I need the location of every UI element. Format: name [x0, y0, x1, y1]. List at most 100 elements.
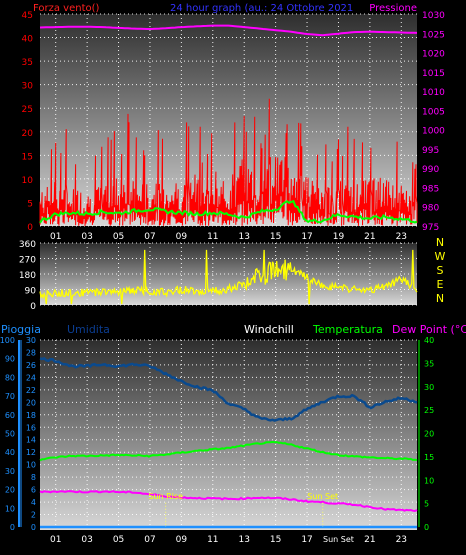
hour-tick-label: 11 — [207, 232, 218, 242]
compass-label: N — [436, 236, 444, 249]
hour-tick-label: 03 — [81, 232, 92, 242]
wind-tick-label: 15 — [22, 152, 33, 162]
humidity-tick-label: 8 — [31, 473, 36, 482]
hour-tick-label: 13 — [238, 232, 249, 242]
pressure-axis-title: Pressione — [369, 3, 417, 14]
hour-tick-label: 07 — [144, 232, 155, 242]
wind-direction-series — [39, 249, 418, 305]
humidity-tick-label: 12 — [26, 448, 36, 457]
wind-tick-label: 10 — [22, 176, 34, 186]
direction-tick-label: 180 — [19, 271, 36, 281]
rain-tick-label: 20 — [5, 486, 15, 495]
chart-title: 24 hour graph (au.: 24 Ottobre 2021 — [170, 3, 353, 14]
hour-tick-label: 09 — [176, 232, 188, 242]
sun-marker-label: Sun Rise — [148, 492, 183, 501]
wind-tick-label: 0 — [27, 223, 33, 233]
compass-label: W — [435, 250, 446, 263]
hour-tick-label: 15 — [270, 232, 281, 242]
humidity-tick-label: 22 — [26, 386, 36, 395]
rain-tick-label: 0 — [10, 523, 15, 532]
temperature-tick-label: 5 — [424, 500, 429, 509]
temperature-tick-label: 35 — [424, 359, 434, 368]
hour-tick-label: 11 — [207, 535, 218, 545]
hour-tick-label: 19 — [333, 232, 345, 242]
humidity-tick-label: 16 — [26, 423, 36, 432]
wind-pressure-chart: 0510152025303540459759809859909951000100… — [22, 11, 446, 242]
wind-tick-label: 35 — [22, 58, 33, 68]
hour-tick-label: 17 — [301, 232, 312, 242]
legend-rain: Pioggia — [1, 323, 41, 336]
temperature-tick-label: 20 — [424, 430, 434, 439]
hour-tick-label: 17 — [301, 535, 312, 545]
temperature-tick-label: 15 — [424, 453, 434, 462]
wind-tick-label: 25 — [22, 105, 33, 115]
humidity-tick-label: 14 — [26, 436, 36, 445]
hour-tick-label: 23 — [396, 535, 407, 545]
humidity-tick-label: 2 — [31, 511, 36, 520]
hour-tick-label: 23 — [396, 232, 407, 242]
climate-chart: 0102030405060708090100024681012141618202… — [0, 336, 434, 545]
dewpoint-series — [39, 490, 418, 513]
pressure-series — [39, 24, 418, 37]
pressure-tick-label: 980 — [422, 204, 439, 214]
temperature-tick-label: 10 — [424, 476, 434, 485]
wind-tick-label: 20 — [22, 129, 34, 139]
rain-tick-label: 80 — [5, 373, 15, 382]
humidity-tick-label: 10 — [26, 461, 36, 470]
temperature-tick-label: 25 — [424, 406, 434, 415]
hour-tick-label: 01 — [50, 535, 61, 545]
rain-tick-label: 50 — [5, 430, 15, 439]
humidity-tick-label: 0 — [31, 523, 36, 532]
rain-tick-label: 100 — [0, 336, 15, 345]
direction-tick-label: 360 — [19, 240, 36, 250]
direction-tick-label: 90 — [25, 287, 37, 297]
legend-temperature: Temperatura — [312, 323, 383, 336]
rain-tick-label: 60 — [5, 411, 15, 420]
wind-tick-label: 30 — [22, 82, 34, 92]
hour-tick-label: 05 — [113, 232, 124, 242]
humidity-tick-label: 20 — [26, 398, 36, 407]
direction-tick-label: 0 — [30, 302, 36, 312]
temperature-tick-label: 30 — [424, 383, 434, 392]
pressure-tick-label: 985 — [422, 184, 439, 194]
legend-windchill: Windchill — [244, 323, 294, 336]
humidity-tick-label: 24 — [26, 373, 36, 382]
pressure-tick-label: 1000 — [422, 127, 445, 137]
rain-tick-label: 90 — [5, 355, 15, 364]
compass-label: N — [436, 292, 444, 305]
temperature-tick-label: 40 — [424, 336, 434, 345]
legend-dewpoint: Dew Point (°C) — [392, 323, 466, 336]
humidity-tick-label: 30 — [26, 336, 36, 345]
compass-label: S — [437, 264, 444, 277]
rain-tick-label: 40 — [5, 448, 15, 457]
humidity-series — [39, 357, 418, 422]
pressure-tick-label: 995 — [422, 146, 439, 156]
pressure-tick-label: 975 — [422, 223, 439, 233]
rain-tick-label: 30 — [5, 467, 15, 476]
wind-tick-label: 45 — [22, 11, 33, 21]
legend-humidity: Umidita — [67, 323, 110, 336]
temperature-tick-label: 0 — [424, 523, 429, 532]
pressure-tick-label: 1025 — [422, 30, 445, 40]
hour-tick-label: 21 — [364, 232, 375, 242]
hour-tick-label: 05 — [113, 535, 124, 545]
hour-tick-label: 15 — [270, 535, 281, 545]
sun-marker-label: Sun Set — [307, 492, 338, 501]
humidity-tick-label: 4 — [31, 498, 36, 507]
wind-average-series — [39, 199, 418, 224]
hour-tick-label: 21 — [364, 535, 375, 545]
pressure-tick-label: 1015 — [422, 69, 445, 79]
humidity-tick-label: 26 — [26, 361, 36, 370]
pressure-tick-label: 990 — [422, 165, 439, 175]
hour-tick-label: 09 — [176, 535, 188, 545]
climate-panel — [40, 340, 417, 530]
pressure-tick-label: 1010 — [422, 88, 445, 98]
temperature-series — [39, 440, 418, 462]
direction-tick-label: 270 — [19, 256, 36, 266]
pressure-tick-label: 1005 — [422, 107, 445, 117]
rain-tick-label: 70 — [5, 392, 15, 401]
wind-tick-label: 5 — [27, 199, 33, 209]
hour-tick-label: 07 — [144, 535, 155, 545]
